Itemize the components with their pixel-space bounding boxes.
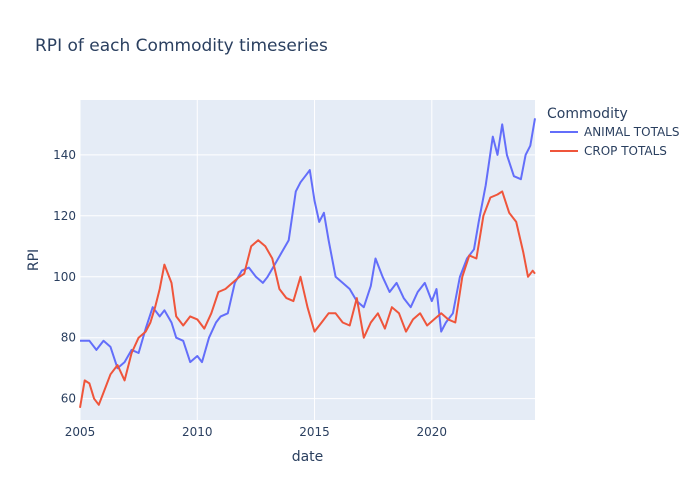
x-gridlines xyxy=(79,100,433,420)
legend-label-1: ANIMAL TOTALS xyxy=(584,125,679,139)
legend-title: Commodity xyxy=(547,106,628,122)
series-line-1 xyxy=(80,118,536,370)
y-tick-labels: 60 80 100 120 140 xyxy=(53,148,76,406)
y-axis-title: RPI xyxy=(26,249,42,271)
y-tick-label: 80 xyxy=(61,331,76,345)
y-tick-label: 120 xyxy=(53,209,76,223)
x-axis-title: date xyxy=(292,449,324,465)
legend-label-2: CROP TOTALS xyxy=(584,144,667,158)
x-tick-label: 2005 xyxy=(65,425,96,439)
x-tick-labels: 2005 2010 2015 2020 xyxy=(65,425,447,439)
y-tick-label: 140 xyxy=(53,148,76,162)
legend[interactable]: Commodity ANIMAL TOTALS CROP TOTALS xyxy=(547,106,679,158)
series-line-2 xyxy=(79,190,536,408)
x-tick-label: 2020 xyxy=(417,425,448,439)
x-tick-label: 2015 xyxy=(299,425,330,439)
y-tick-label: 60 xyxy=(61,392,76,406)
x-tick-label: 2010 xyxy=(182,425,213,439)
plot-area xyxy=(80,100,535,420)
series-layer xyxy=(79,118,536,408)
y-tick-label: 100 xyxy=(53,270,76,284)
chart-title: RPI of each Commodity timeseries xyxy=(35,36,328,56)
